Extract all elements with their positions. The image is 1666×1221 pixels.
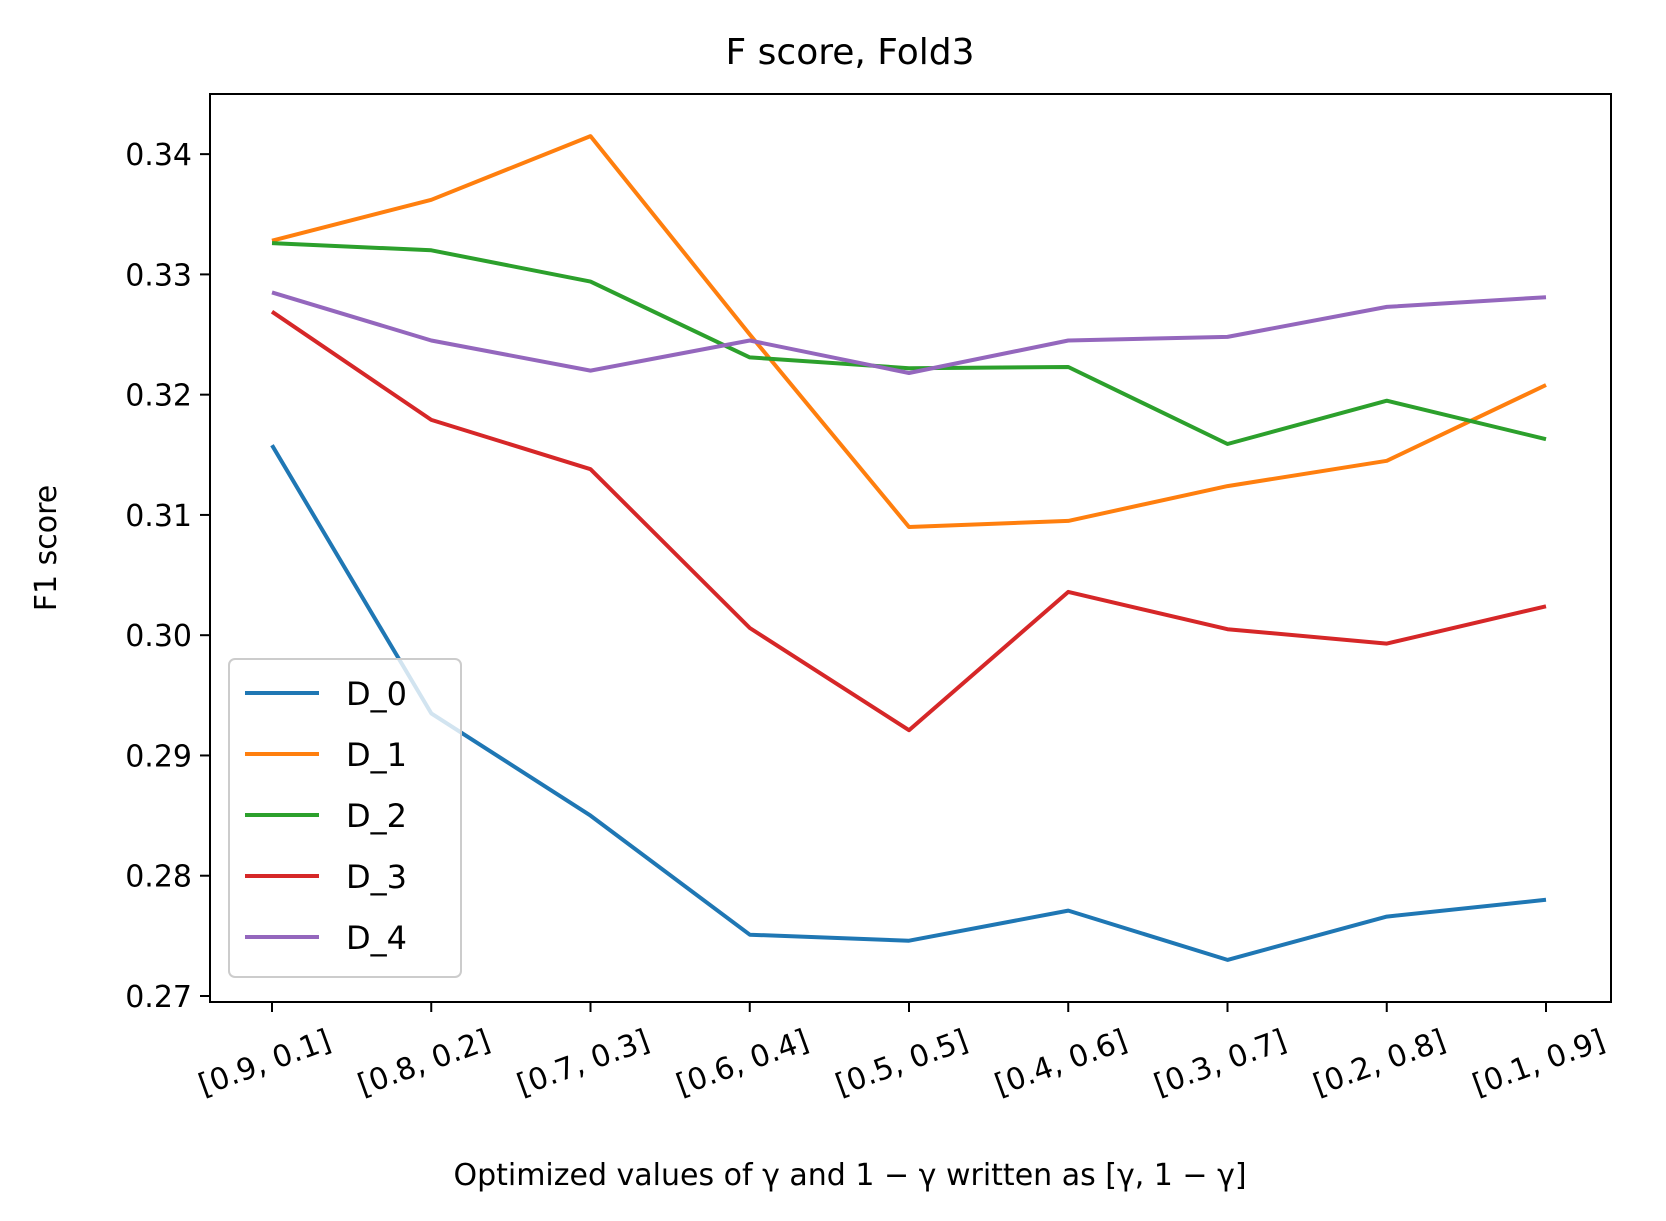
series-line-d-1 [271,134,1547,529]
series-line-d-2 [271,241,1547,446]
legend-label: D_3 [346,858,407,896]
legend-box [228,658,462,978]
series-line-d-4 [271,290,1547,375]
x-tick-label: [0.2, 0.8] [1309,1023,1451,1103]
x-tick-label: [0.6, 0.4] [672,1023,814,1103]
y-tick-label: 0.29 [125,739,192,774]
x-tick-label: [0.3, 0.7] [1149,1023,1291,1103]
y-tick-label: 0.31 [125,499,192,534]
y-tick-label: 0.33 [125,258,192,293]
legend-label: D_4 [346,919,407,957]
x-tick-label: [0.7, 0.3] [512,1023,654,1103]
x-tick-label: [0.4, 0.6] [990,1023,1132,1103]
y-tick-label: 0.28 [125,860,192,895]
x-tick-label: [0.1, 0.9] [1468,1023,1610,1103]
series-line-d-3 [270,310,1547,733]
x-tick-label: [0.5, 0.5] [831,1023,973,1103]
plot-frame [209,93,1612,1003]
legend-label: D_1 [346,736,407,774]
x-tick-label: [0.8, 0.2] [353,1023,495,1103]
series-line-d-0 [270,444,1547,962]
x-axis-title: Optimized values of γ and 1 − γ written … [453,1158,1246,1193]
y-tick-label: 0.32 [125,379,192,414]
legend: D_0 D_1 D_2 D_3 D_4 [228,658,462,978]
x-tick-label: [0.9, 0.1] [194,1023,336,1103]
legend-label: D_0 [346,675,407,713]
legend-label: D_2 [346,797,407,835]
chart-title: F score, Fold3 [726,32,975,73]
y-tick-label: 0.34 [125,138,192,173]
y-tick-label: 0.27 [125,980,192,1015]
y-tick-label: 0.30 [125,619,192,654]
y-axis-title: F1 score [29,485,64,612]
